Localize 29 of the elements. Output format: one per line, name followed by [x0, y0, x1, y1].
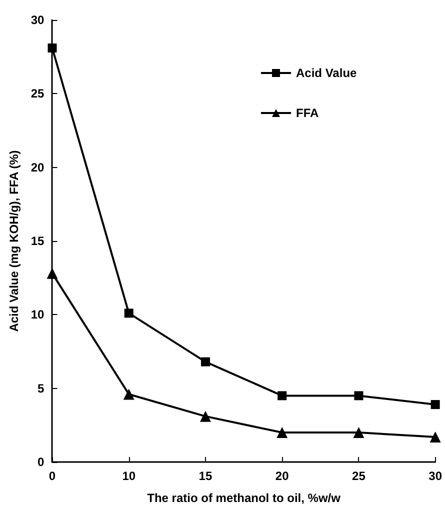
x-axis-title: The ratio of methanol to oil, %w/w [147, 491, 342, 505]
y-tick-label: 0 [38, 455, 45, 469]
x-tick-label: 30 [428, 469, 442, 483]
y-tick-label: 10 [30, 308, 45, 322]
y-tick-label: 15 [30, 234, 45, 248]
legend-label: FFA [296, 106, 319, 120]
point [430, 400, 440, 410]
point [123, 388, 134, 400]
x-tick-label: 25 [352, 469, 366, 483]
x-tick-label: 10 [122, 469, 136, 483]
point [46, 268, 58, 279]
y-axis-title: Acid Value (mg KOH/g), FFA (%) [7, 150, 21, 332]
y-tick-label: 30 [30, 13, 45, 27]
point [200, 410, 211, 422]
point [278, 391, 287, 400]
point [200, 357, 210, 366]
point [48, 43, 57, 52]
legend-label: Acid Value [296, 66, 358, 80]
x-tick-label: 0 [48, 469, 56, 483]
point [124, 308, 134, 318]
x-tick-label: 15 [198, 469, 212, 483]
point [430, 431, 441, 442]
y-tick-label: 5 [38, 381, 45, 396]
point [354, 391, 364, 400]
y-tick-label: 25 [30, 86, 45, 101]
x-tick-label: 20 [275, 469, 290, 483]
y-tick-label: 20 [30, 160, 45, 174]
point [353, 427, 364, 438]
point [276, 427, 288, 438]
